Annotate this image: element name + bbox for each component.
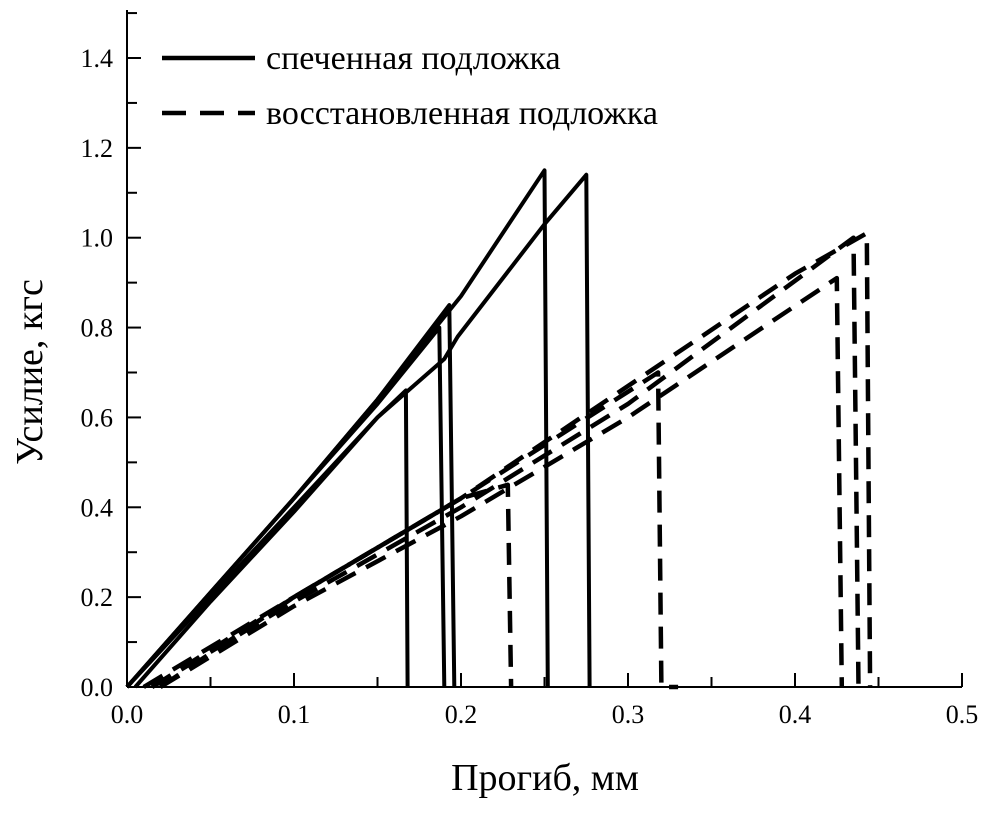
x-tick-label: 0.5 [946, 700, 979, 729]
y-axis-title: Усилие, кгс [9, 279, 51, 465]
legend: спеченная подложка восстановленная подлож… [162, 40, 658, 132]
series-line-sintered-4 [133, 172, 592, 689]
y-tick-label: 1.2 [81, 134, 114, 163]
series-line-restored-6 [150, 370, 679, 690]
y-tick-label: 1.4 [81, 44, 114, 73]
x-tick-label: 0.0 [111, 700, 144, 729]
y-tick-label: 0.6 [81, 403, 114, 432]
series-line-restored-8 [150, 235, 861, 689]
x-tick-label: 0.4 [779, 700, 812, 729]
x-tick-label: 0.3 [612, 700, 645, 729]
y-tick-label: 0.4 [81, 493, 114, 522]
legend-label: спеченная подложка [266, 40, 561, 77]
axes: 0.0 0.1 0.2 0.3 0.4 0.5 0.0 0.2 0.4 0.6 0.8 1.0 1.2 1… [81, 10, 979, 729]
series-line-restored-7 [159, 275, 845, 689]
plot-lines [125, 168, 873, 690]
legend-label: восстановленная подложка [266, 95, 658, 132]
series-line-restored-9 [159, 230, 873, 689]
y-tick-label: 0.2 [81, 583, 114, 612]
series-line-sintered-3 [125, 168, 550, 689]
x-tick-label: 0.2 [445, 700, 478, 729]
y-tick-label: 0.0 [81, 673, 114, 702]
y-tick-label: 1.0 [81, 224, 114, 253]
x-axis-title: Прогиб, мм [451, 757, 639, 799]
x-tick-label: 0.1 [278, 700, 311, 729]
y-tick-label: 0.8 [81, 314, 114, 343]
